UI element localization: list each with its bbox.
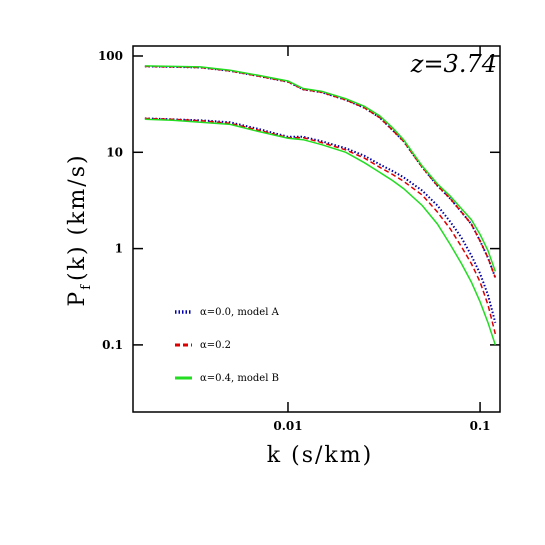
y-tick-label: 0.1 [102,338,123,352]
data-line [144,65,497,272]
legend-label: α=0.4, model B [200,373,279,384]
legend-label: α=0.2 [200,340,231,351]
y-label-rest: (k) (km/s) [65,153,90,281]
data-line [144,65,497,278]
y-tick-label: 1 [115,242,123,256]
y-label-main: P [65,290,90,307]
annotation: z=3.74 [410,50,497,78]
data-line [144,65,497,278]
y-axis-label: Pf (k) (km/s) [65,153,94,306]
x-tick-label: 0.01 [273,419,302,433]
y-label-sub: f [79,283,94,290]
data-line [144,118,497,346]
legend-label: α=0.0, model A [200,307,280,318]
y-tick-label: 10 [106,145,123,159]
data-line [144,117,497,335]
x-tick-label: 0.1 [470,419,491,433]
data-line [144,117,497,323]
y-tick-label: 100 [98,49,123,63]
x-axis-label: k (s/km) [267,443,373,468]
plot-frame [132,45,501,413]
